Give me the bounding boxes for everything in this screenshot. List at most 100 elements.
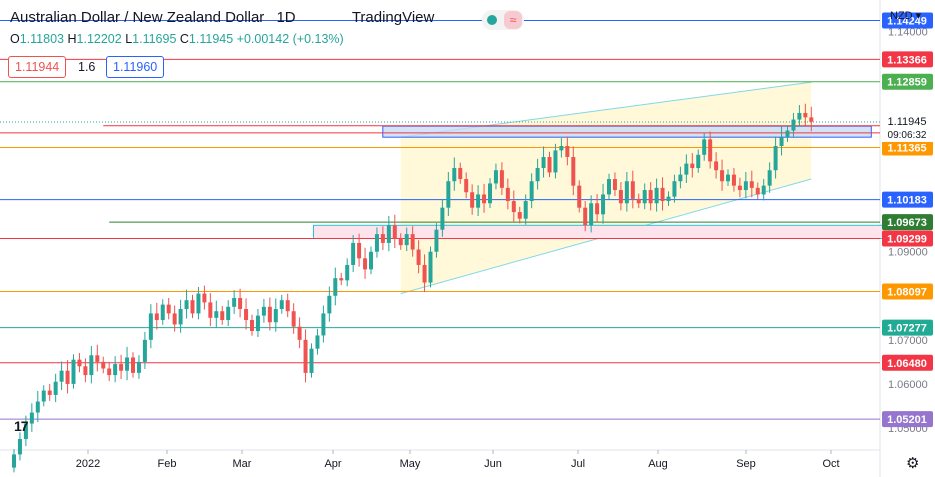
candle-body — [345, 264, 350, 281]
candle-body — [666, 196, 671, 202]
candle-body — [684, 163, 689, 175]
candle-body — [29, 412, 34, 424]
y-tick-label: 1.14000 — [888, 26, 928, 38]
x-tick-label: Apr — [324, 458, 341, 470]
level-tag-1.09299 — [882, 230, 933, 247]
candle-body — [708, 139, 713, 162]
candle-body — [809, 117, 814, 122]
candle-body — [601, 194, 606, 215]
low-value: 1.11695 — [132, 32, 177, 46]
candle-body — [535, 168, 540, 182]
level-tag-text: 1.05201 — [887, 414, 927, 426]
timeframe-label[interactable]: 1D — [276, 9, 296, 26]
candle-body — [488, 183, 492, 204]
candle-body — [232, 297, 237, 307]
channel-fill — [400, 82, 812, 294]
candle-body — [53, 381, 58, 395]
candle-body — [583, 207, 588, 226]
candle-body — [315, 335, 320, 349]
candle-body — [333, 278, 338, 296]
level-tag-1.06480 — [882, 354, 933, 371]
candle-body — [726, 174, 730, 182]
candle-body — [148, 313, 153, 340]
candle-body — [154, 313, 159, 321]
candle-body — [761, 185, 766, 195]
y-tick-label: 1.09000 — [888, 247, 928, 259]
candle-body — [71, 359, 76, 384]
candle-body — [65, 370, 70, 384]
level-tag-text: 1.14249 — [887, 15, 927, 27]
candle-body — [618, 190, 623, 204]
level-tag-1.10183 — [882, 191, 933, 208]
candle-body — [797, 112, 802, 120]
candle-body — [131, 357, 135, 373]
market-status-toggle[interactable]: ≈ — [482, 10, 524, 30]
level-tag-text: 1.11365 — [887, 143, 926, 155]
candle-body — [279, 300, 284, 310]
level-tag-1.09673 — [882, 214, 933, 231]
candle-body — [499, 170, 504, 188]
candle-body — [77, 359, 82, 367]
tradingview-logo-icon: 17 — [14, 418, 29, 434]
candle-body — [779, 137, 784, 146]
candle-body — [476, 194, 481, 208]
candle-body — [297, 326, 302, 340]
candle-body — [553, 150, 558, 173]
x-tick-label: Mar — [233, 458, 252, 470]
candle-body — [374, 234, 379, 252]
candle-body — [702, 139, 707, 155]
x-tick-label: 2022 — [76, 458, 100, 470]
sell-price-button[interactable]: 1.11944 — [8, 56, 67, 78]
candle-body — [672, 181, 677, 197]
currency-selector[interactable]: NZD ▾ — [890, 10, 922, 22]
candle-body — [136, 361, 141, 373]
x-tick-label: May — [400, 458, 421, 470]
candle-body — [107, 368, 112, 376]
candle-body — [261, 306, 266, 316]
gear-icon[interactable]: ⚙ — [906, 455, 920, 472]
candle-body — [803, 112, 808, 118]
candle-body — [309, 348, 314, 373]
brand-label: TradingView — [351, 9, 435, 26]
buy-price-button[interactable]: 1.11960 — [106, 56, 165, 78]
candle-body — [166, 304, 171, 314]
candle-body — [208, 302, 213, 318]
candle-body — [35, 401, 40, 413]
market-open-icon — [487, 15, 497, 25]
candle-body — [595, 203, 600, 215]
candle-body — [351, 242, 356, 265]
chart-header: Australian Dollar / New Zealand Dollar 1… — [10, 9, 434, 26]
candle-body — [273, 309, 278, 323]
candle-body — [101, 361, 106, 369]
level-tag-text: 1.07277 — [887, 323, 927, 335]
candle-body — [142, 339, 147, 362]
symbol-title[interactable]: Australian Dollar / New Zealand Dollar — [10, 9, 265, 26]
candle-body — [452, 168, 457, 182]
candle-body — [482, 194, 487, 204]
candle-body — [547, 157, 552, 173]
candle-body — [541, 157, 546, 169]
candle-body — [654, 187, 659, 204]
countdown-text: 09:06:32 — [888, 130, 927, 141]
candle-body — [220, 311, 225, 321]
candle-body — [410, 234, 415, 250]
x-tick-label: Feb — [158, 458, 177, 470]
candle-body — [428, 251, 433, 283]
candle-body — [470, 192, 475, 208]
candle-body — [238, 297, 243, 310]
candle-body — [267, 306, 272, 323]
candle-body — [244, 309, 249, 321]
candle-body — [690, 163, 695, 169]
level-tag-1.14249 — [882, 12, 933, 29]
candle-body — [589, 203, 594, 226]
candle-body — [517, 212, 522, 219]
y-tick-label: 1.06000 — [888, 379, 928, 391]
level-tag-1.11365 — [882, 139, 933, 156]
candle-body — [250, 320, 254, 332]
candle-body — [386, 225, 391, 243]
level-tag-text: 1.06480 — [887, 358, 927, 370]
candle-body — [404, 234, 409, 246]
candle-body — [89, 355, 94, 376]
